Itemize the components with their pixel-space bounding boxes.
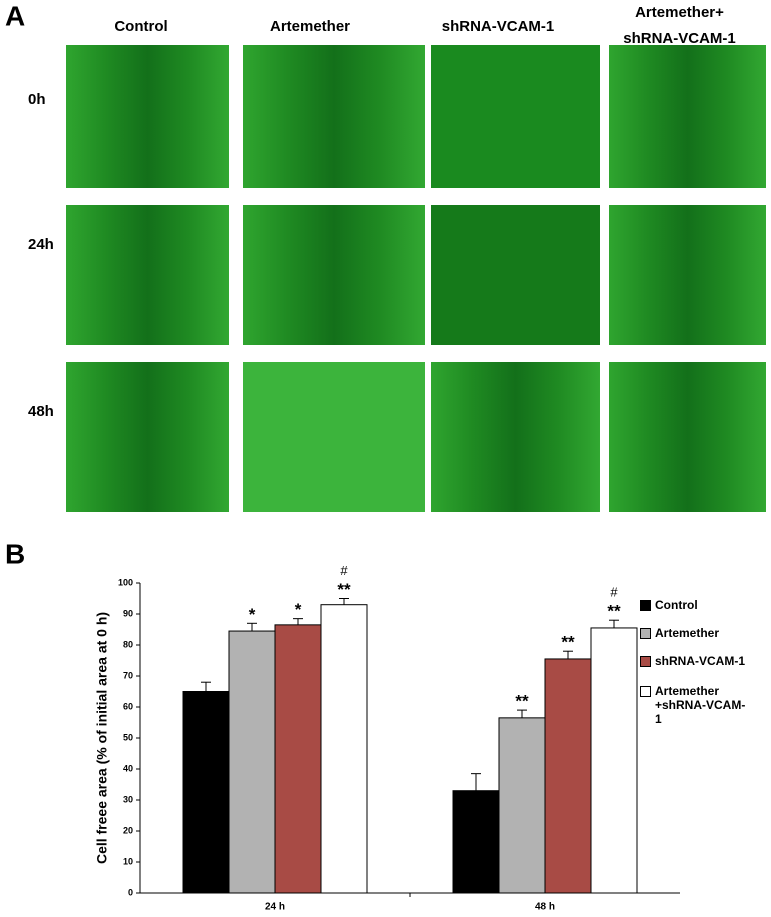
panel-label: B [5, 538, 25, 569]
legend-entry: Control [640, 598, 750, 612]
significance-label: ** [515, 692, 529, 711]
column-label: shRNA-VCAM-1 [441, 18, 555, 35]
bar [274, 624, 322, 894]
x-tick-label: 24 h [265, 902, 285, 913]
legend-swatch [640, 656, 651, 667]
panel-label: A [5, 0, 25, 31]
y-tick-label: 50 [123, 732, 133, 742]
legend-entry: Artemether [640, 626, 750, 640]
bar [590, 627, 638, 894]
y-tick-label: 10 [123, 856, 133, 866]
legend-entry: Artemether +shRNA-VCAM-1 [640, 684, 750, 726]
y-tick-label: 20 [123, 825, 133, 835]
y-tick-label: 80 [123, 639, 133, 649]
y-tick-label: 90 [123, 608, 133, 618]
legend-swatch [640, 686, 651, 697]
legend-swatch [640, 628, 651, 639]
row-label: 0h [28, 91, 46, 108]
bar [498, 717, 546, 894]
column-label: Control [114, 18, 168, 35]
x-tick-label: 48 h [535, 902, 555, 913]
significance-label: * [249, 605, 256, 624]
legend-label: Control [655, 598, 698, 612]
y-tick-label: 0 [128, 887, 133, 897]
legend-swatch [640, 600, 651, 611]
legend-label: Artemether +shRNA-VCAM-1 [655, 684, 746, 726]
micrograph [609, 205, 766, 345]
micrograph [431, 362, 600, 512]
y-tick-label: 60 [123, 701, 133, 711]
image-grid [66, 45, 766, 512]
bar [182, 691, 230, 894]
bar [320, 604, 368, 894]
column-label: Artemether [269, 18, 351, 35]
significance-label: # [610, 585, 618, 600]
bar [544, 658, 592, 894]
bar [452, 790, 500, 894]
legend-entry: shRNA-VCAM-1 [640, 654, 750, 668]
row-label: 48h [28, 403, 54, 420]
y-tick-label: 70 [123, 670, 133, 680]
micrograph [66, 45, 229, 188]
micrograph [431, 45, 600, 188]
y-tick-label: 30 [123, 794, 133, 804]
row-label: 24h [28, 236, 54, 253]
micrograph [243, 205, 425, 345]
micrograph [243, 45, 425, 188]
micrograph [609, 45, 766, 188]
micrograph [243, 362, 425, 512]
significance-label: * [295, 600, 302, 619]
column-label: Artemether+ shRNA-VCAM-1 [623, 4, 736, 47]
micrograph [66, 362, 229, 512]
legend-label: Artemether [655, 626, 720, 640]
micrograph [431, 205, 600, 345]
y-axis-label: Cell freee area (% of initial area at 0 … [94, 612, 110, 864]
y-tick-label: 40 [123, 763, 133, 773]
bar [228, 630, 276, 894]
legend-label: shRNA-VCAM-1 [655, 654, 745, 668]
significance-label: ** [561, 633, 575, 652]
significance-label: ** [337, 580, 351, 599]
y-tick-label: 100 [118, 577, 133, 587]
significance-label: # [340, 563, 348, 578]
micrograph [66, 205, 229, 345]
significance-label: ** [607, 602, 621, 621]
micrograph [609, 362, 766, 512]
